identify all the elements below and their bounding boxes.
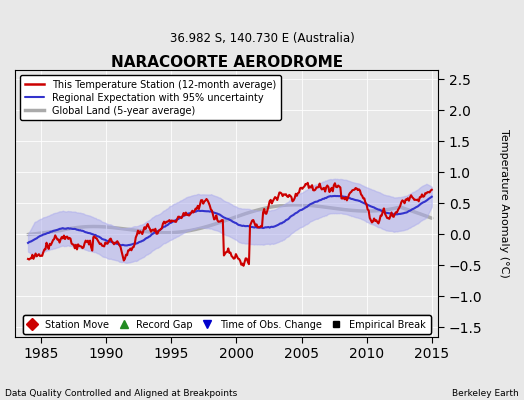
Text: 36.982 S, 140.730 E (Australia): 36.982 S, 140.730 E (Australia) bbox=[170, 32, 354, 45]
Legend: Station Move, Record Gap, Time of Obs. Change, Empirical Break: Station Move, Record Gap, Time of Obs. C… bbox=[23, 315, 431, 334]
Title: NARACOORTE AERODROME: NARACOORTE AERODROME bbox=[111, 55, 343, 70]
Text: Berkeley Earth: Berkeley Earth bbox=[452, 389, 519, 398]
Text: Data Quality Controlled and Aligned at Breakpoints: Data Quality Controlled and Aligned at B… bbox=[5, 389, 237, 398]
Y-axis label: Temperature Anomaly (°C): Temperature Anomaly (°C) bbox=[499, 129, 509, 278]
